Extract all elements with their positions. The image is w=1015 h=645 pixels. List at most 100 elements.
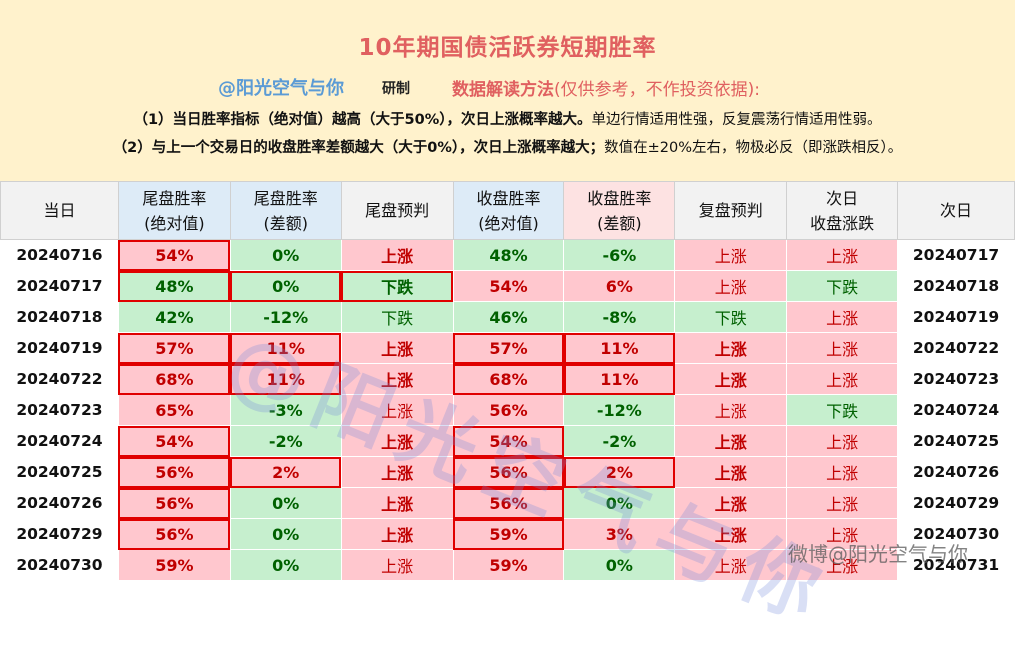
cell-tail-forecast: 下跌 [340, 301, 454, 333]
brand-suffix: 研制 [382, 81, 410, 97]
table-row: 20240717 48% 0% 下跌 54% 6% 上涨 下跌 20240718 [0, 270, 1015, 302]
cell-close-rate-abs: 59% [452, 518, 565, 550]
cell-tail-forecast: 上涨 [340, 363, 454, 395]
cell-tail-rate-abs: 68% [117, 363, 231, 395]
header-line-1: 收盘胜率 [587, 188, 652, 208]
header-line-2: (绝对值) [478, 213, 539, 233]
cell-close-rate-diff: 3% [563, 518, 676, 550]
header-line-1: 当日 [43, 201, 76, 220]
cell-review-forecast: 上涨 [674, 487, 788, 519]
cell-review-forecast: 上涨 [674, 270, 788, 302]
cell-next-date: 20240730 [897, 518, 1015, 550]
cell-review-forecast: 上涨 [674, 549, 788, 581]
cell-next-date: 20240723 [897, 363, 1015, 395]
cell-next-date: 20240724 [897, 394, 1015, 426]
note-2-rest: 数值在±20%左右，物极必反（即涨跌相反）。 [604, 140, 903, 156]
note-1-bold: （1）当日胜率指标（绝对值）越高（大于50%），次日上涨概率越大。 [133, 112, 592, 128]
cell-date: 20240717 [0, 270, 119, 302]
cell-close-rate-abs: 48% [452, 239, 565, 271]
cell-next-day-change: 下跌 [786, 270, 899, 302]
cell-next-day-change: 上涨 [786, 301, 899, 333]
cell-close-rate-diff: -6% [563, 239, 676, 271]
cell-next-date: 20240719 [897, 301, 1015, 333]
header-close-rate-diff: 收盘胜率 (差额) [563, 181, 676, 240]
cell-next-date: 20240726 [897, 456, 1015, 488]
table-row: 20240724 54% -2% 上涨 54% -2% 上涨 上涨 20240725 [0, 425, 1015, 457]
table-row: 20240718 42% -12% 下跌 46% -8% 下跌 上涨 20240719 [0, 301, 1015, 333]
cell-next-date: 20240722 [897, 332, 1015, 364]
cell-tail-rate-diff: 11% [229, 363, 342, 395]
cell-next-day-change: 上涨 [786, 549, 899, 581]
cell-tail-rate-abs: 54% [117, 239, 231, 271]
cell-next-date: 20240729 [897, 487, 1015, 519]
cell-tail-rate-abs: 56% [117, 487, 231, 519]
cell-tail-forecast: 上涨 [340, 549, 454, 581]
cell-close-rate-diff: 0% [563, 549, 676, 581]
cell-tail-rate-diff: 11% [229, 332, 342, 364]
header-tail-rate-diff: 尾盘胜率 (差额) [229, 181, 342, 240]
cell-close-rate-diff: -8% [563, 301, 676, 333]
header-line-2: (差额) [597, 213, 642, 233]
header-line-2: (差额) [263, 213, 308, 233]
cell-tail-rate-abs: 65% [117, 394, 231, 426]
note-2-bold: （2）与上一个交易日的收盘胜率差额越大（大于0%），次日上涨概率越大； [112, 140, 605, 156]
table-header-row: 当日 尾盘胜率 (绝对值) 尾盘胜率 (差额) 尾盘预判 收盘胜率 (绝对值) 收盘胜率 (差额)… [0, 181, 1015, 240]
header-banner: 10年期国债活跃券短期胜率 @阳光空气与你 研制 数据解读方法(仅供参考，不作投… [0, 0, 1015, 181]
cell-tail-forecast: 上涨 [340, 394, 454, 426]
header-line-1: 次日 [826, 188, 859, 208]
cell-close-rate-diff: -12% [563, 394, 676, 426]
cell-tail-rate-abs: 59% [117, 549, 231, 581]
method-label: 数据解读方法 [452, 80, 554, 100]
cell-tail-rate-diff: -2% [229, 425, 342, 457]
cell-next-day-change: 下跌 [786, 394, 899, 426]
header-close-rate-abs: 收盘胜率 (绝对值) [452, 181, 565, 240]
note-2: （2）与上一个交易日的收盘胜率差额越大（大于0%），次日上涨概率越大；数值在±2… [0, 136, 1015, 157]
cell-close-rate-abs: 54% [452, 425, 565, 457]
cell-tail-forecast: 上涨 [340, 487, 454, 519]
table-row: 20240719 57% 11% 上涨 57% 11% 上涨 上涨 20240722 [0, 332, 1015, 364]
cell-next-day-change: 上涨 [786, 456, 899, 488]
cell-tail-rate-diff: 2% [229, 456, 342, 488]
cell-close-rate-diff: 11% [563, 363, 676, 395]
table-row: 20240726 56% 0% 上涨 56% 0% 上涨 上涨 20240729 [0, 487, 1015, 519]
cell-tail-rate-diff: -3% [229, 394, 342, 426]
cell-close-rate-diff: 11% [563, 332, 676, 364]
cell-date: 20240725 [0, 456, 119, 488]
cell-date: 20240730 [0, 549, 119, 581]
header-line-1: 收盘胜率 [476, 188, 541, 208]
header-next-day-change: 次日 收盘涨跌 [786, 181, 899, 240]
cell-tail-rate-diff: 0% [229, 487, 342, 519]
cell-review-forecast: 上涨 [674, 363, 788, 395]
cell-tail-rate-diff: -12% [229, 301, 342, 333]
header-line-2: (绝对值) [144, 213, 205, 233]
cell-tail-rate-abs: 56% [117, 456, 231, 488]
cell-review-forecast: 上涨 [674, 239, 788, 271]
table-row: 20240722 68% 11% 上涨 68% 11% 上涨 上涨 20240723 [0, 363, 1015, 395]
cell-tail-forecast: 上涨 [340, 518, 454, 550]
cell-next-day-change: 上涨 [786, 518, 899, 550]
cell-date: 20240723 [0, 394, 119, 426]
cell-close-rate-diff: 2% [563, 456, 676, 488]
header-line-1: 复盘预判 [698, 201, 763, 220]
cell-date: 20240726 [0, 487, 119, 519]
cell-review-forecast: 上涨 [674, 425, 788, 457]
cell-close-rate-diff: -2% [563, 425, 676, 457]
method-disclaimer: (仅供参考，不作投资依据): [554, 80, 760, 100]
method-heading: 数据解读方法(仅供参考，不作投资依据): [452, 75, 760, 100]
cell-close-rate-abs: 56% [452, 394, 565, 426]
cell-close-rate-abs: 46% [452, 301, 565, 333]
table-row: 20240723 65% -3% 上涨 56% -12% 上涨 下跌 20240724 [0, 394, 1015, 426]
cell-next-day-change: 上涨 [786, 487, 899, 519]
header-line-1: 尾盘胜率 [142, 188, 207, 208]
cell-close-rate-abs: 56% [452, 487, 565, 519]
cell-date: 20240716 [0, 239, 119, 271]
cell-tail-forecast: 上涨 [340, 425, 454, 457]
header-line-1: 尾盘预判 [365, 201, 430, 220]
header-next-date: 次日 [897, 181, 1015, 240]
note-1-rest: 单边行情适用性强，反复震荡行情适用性弱。 [591, 112, 882, 128]
cell-tail-rate-abs: 42% [117, 301, 231, 333]
cell-tail-forecast: 上涨 [340, 456, 454, 488]
cell-close-rate-diff: 0% [563, 487, 676, 519]
header-line-1: 尾盘胜率 [253, 188, 318, 208]
win-rate-table: 当日 尾盘胜率 (绝对值) 尾盘胜率 (差额) 尾盘预判 收盘胜率 (绝对值) 收盘胜率 (差额)… [0, 181, 1015, 581]
